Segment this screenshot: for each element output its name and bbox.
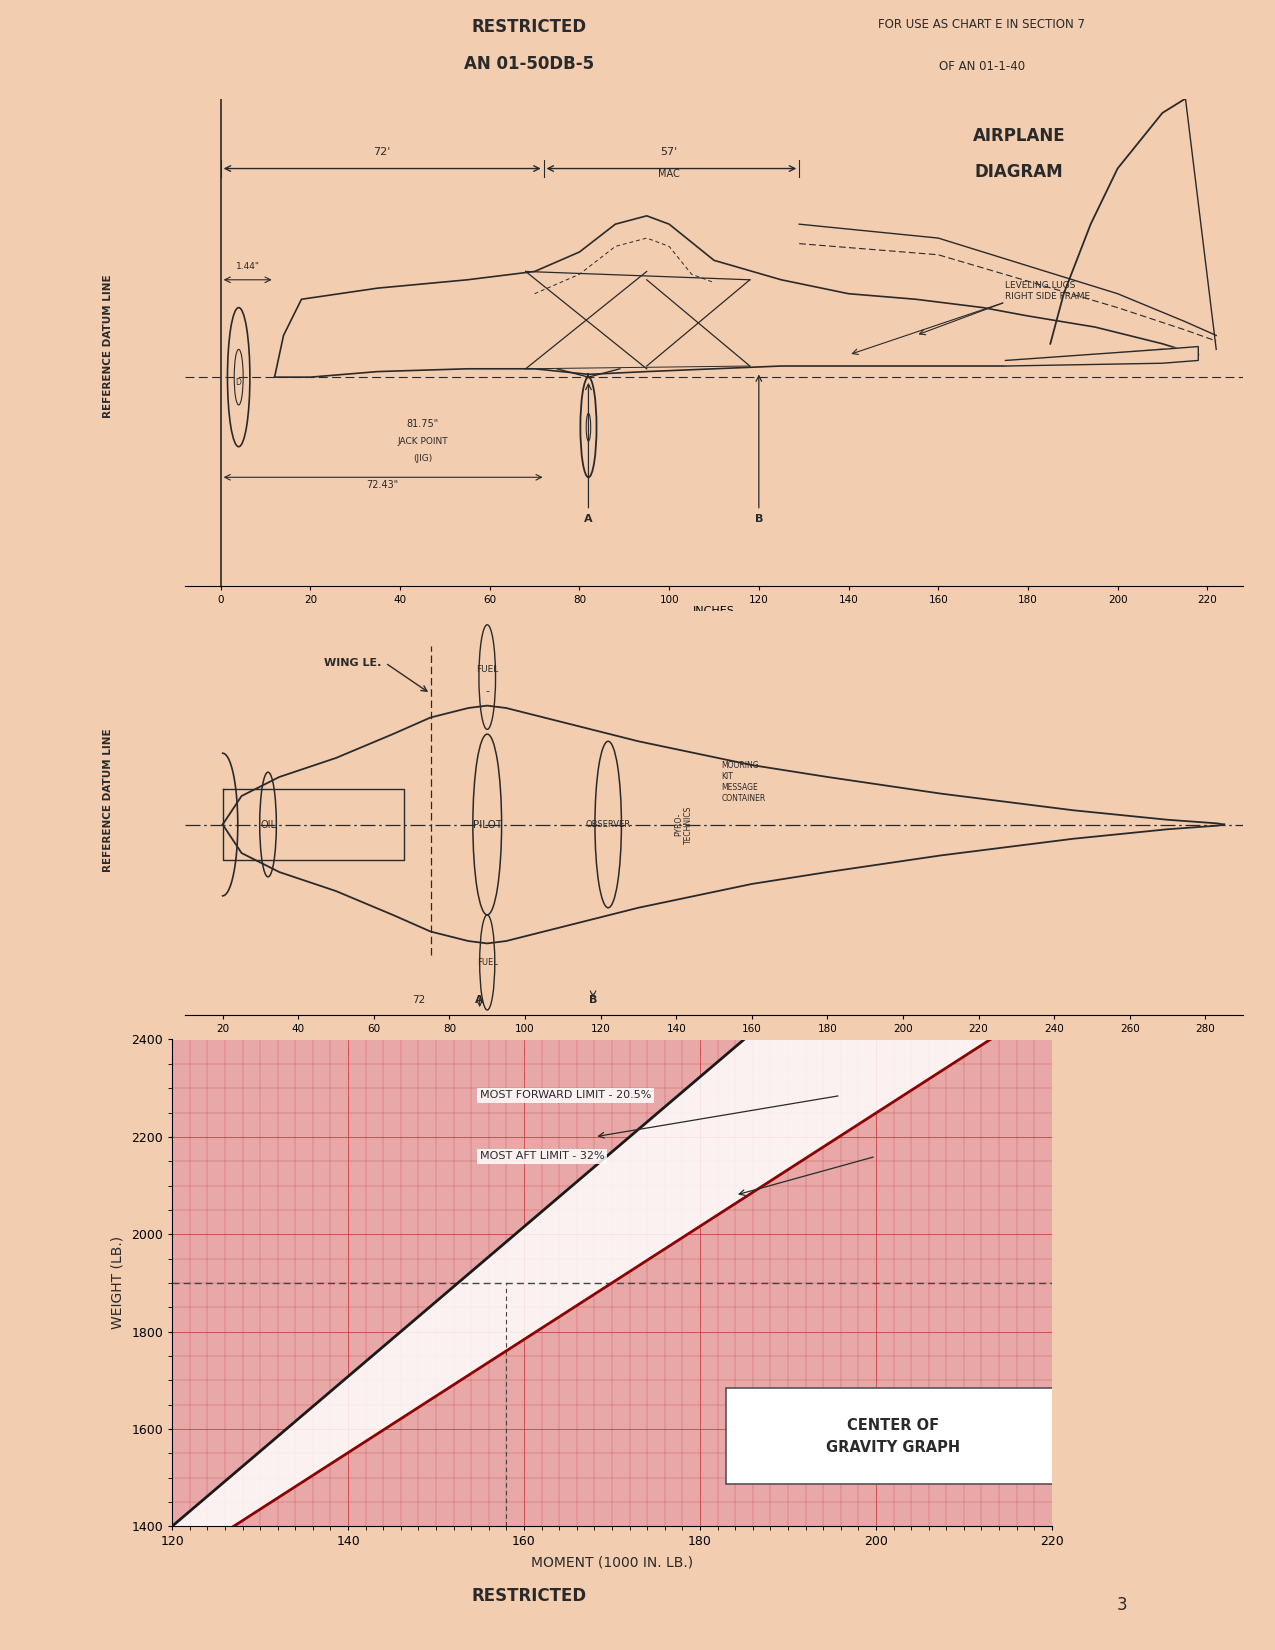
Text: 57': 57' xyxy=(660,147,678,157)
Text: 1.44": 1.44" xyxy=(236,262,260,271)
Text: OIL: OIL xyxy=(260,820,275,830)
Text: WING LE.: WING LE. xyxy=(324,658,381,668)
Text: RESTRICTED: RESTRICTED xyxy=(472,1587,586,1604)
Text: A: A xyxy=(476,995,484,1005)
Text: OBSERVER: OBSERVER xyxy=(585,820,631,828)
Text: 72: 72 xyxy=(413,995,426,1005)
Text: MAC: MAC xyxy=(658,168,680,178)
Text: DIAGRAM: DIAGRAM xyxy=(974,163,1063,182)
Text: REFERENCE DATUM LINE: REFERENCE DATUM LINE xyxy=(103,274,113,419)
Text: PYRO-
TECHNICS: PYRO- TECHNICS xyxy=(674,805,694,843)
Text: 3: 3 xyxy=(1117,1596,1127,1614)
X-axis label: INCHES: INCHES xyxy=(694,606,734,615)
Y-axis label: WEIGHT (LB.): WEIGHT (LB.) xyxy=(110,1236,124,1330)
Text: MOST AFT LIMIT - 32%: MOST AFT LIMIT - 32% xyxy=(479,1152,604,1162)
Text: FUEL: FUEL xyxy=(477,959,497,967)
X-axis label: MOMENT (1000 IN. LB.): MOMENT (1000 IN. LB.) xyxy=(530,1556,694,1569)
Text: AIRPLANE: AIRPLANE xyxy=(973,127,1065,145)
Text: REFERENCE DATUM LINE: REFERENCE DATUM LINE xyxy=(103,728,113,873)
FancyBboxPatch shape xyxy=(727,1389,1061,1483)
Text: MOST FORWARD LIMIT - 20.5%: MOST FORWARD LIMIT - 20.5% xyxy=(479,1091,652,1101)
Text: A: A xyxy=(584,513,593,523)
Text: (JIG): (JIG) xyxy=(413,454,432,462)
Text: RESTRICTED: RESTRICTED xyxy=(472,18,586,36)
Text: OF AN 01-1-40: OF AN 01-1-40 xyxy=(938,59,1025,73)
Text: CENTER OF
GRAVITY GRAPH: CENTER OF GRAVITY GRAPH xyxy=(826,1417,960,1455)
Polygon shape xyxy=(172,1040,991,1526)
Text: FUEL: FUEL xyxy=(476,665,499,675)
Text: 72': 72' xyxy=(374,147,391,157)
Text: JACK POINT: JACK POINT xyxy=(398,437,448,446)
Text: D: D xyxy=(236,378,242,388)
Polygon shape xyxy=(1006,346,1198,366)
Text: 72.43": 72.43" xyxy=(366,480,398,490)
Text: B: B xyxy=(755,513,762,523)
Text: B: B xyxy=(589,995,597,1005)
Text: FOR USE AS CHART E IN SECTION 7: FOR USE AS CHART E IN SECTION 7 xyxy=(878,18,1085,31)
Text: MOORING
KIT
MESSAGE
CONTAINER: MOORING KIT MESSAGE CONTAINER xyxy=(722,761,766,804)
Text: 81.75": 81.75" xyxy=(407,419,439,429)
Text: PILOT: PILOT xyxy=(473,820,502,830)
Text: -: - xyxy=(486,686,490,696)
Text: AN 01-50DB-5: AN 01-50DB-5 xyxy=(464,54,594,73)
Text: LEVELING LUGS
RIGHT SIDE FRAME: LEVELING LUGS RIGHT SIDE FRAME xyxy=(1006,280,1090,302)
